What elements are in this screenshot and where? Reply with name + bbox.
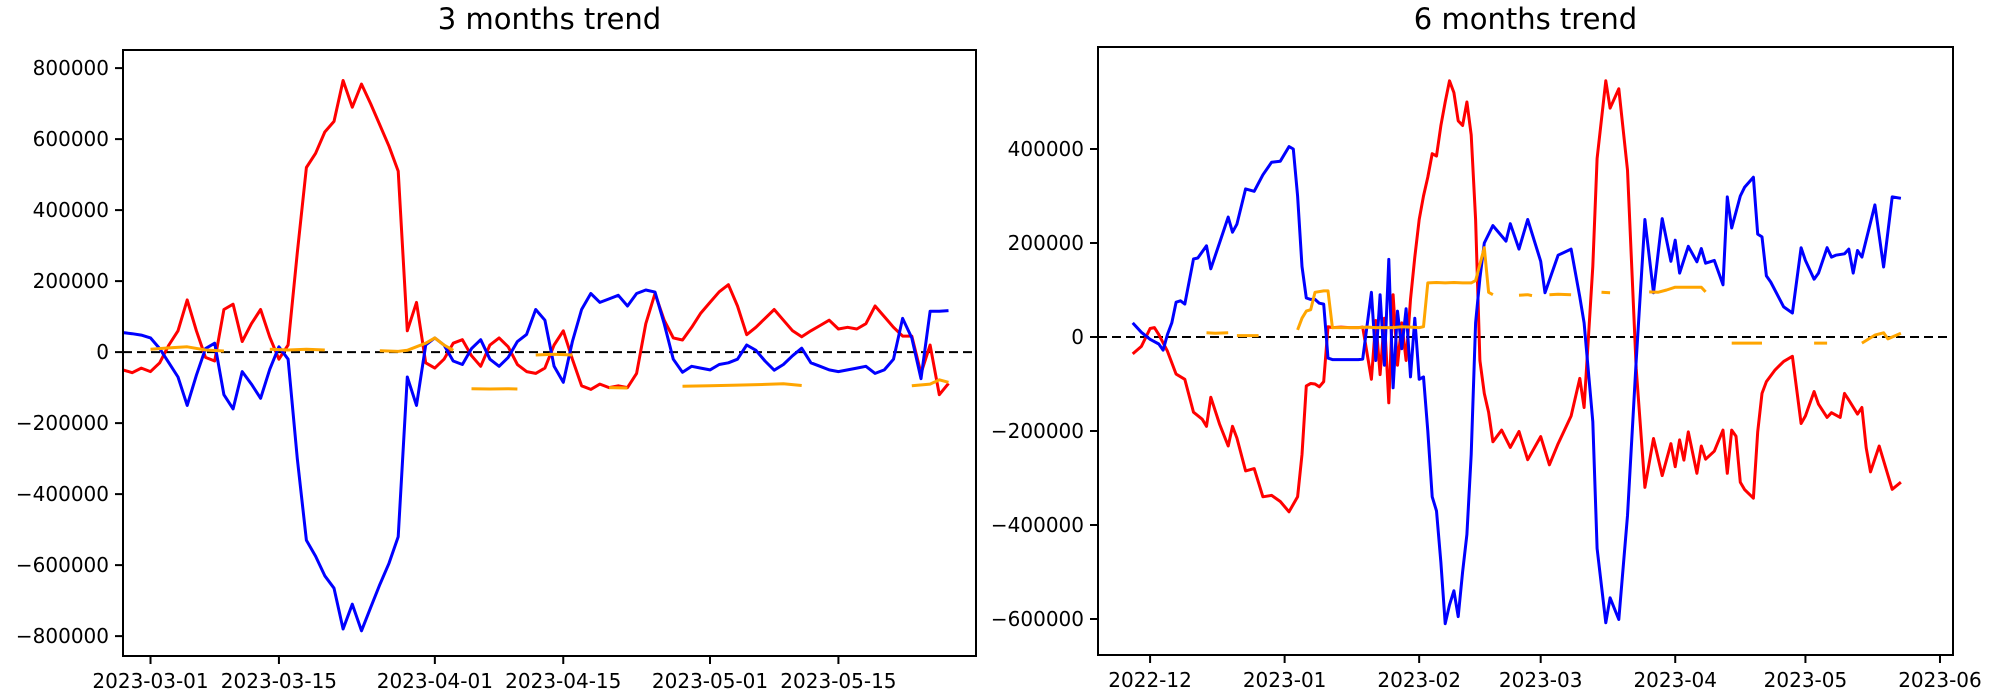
red-line xyxy=(123,79,950,397)
x-tick-label: 2023-04-01 xyxy=(377,669,493,693)
y-tick-label: 200000 xyxy=(1008,231,1084,255)
y-tick-label: −400000 xyxy=(16,482,109,506)
blue-line xyxy=(1131,145,1902,626)
y-tick-label: 400000 xyxy=(1008,137,1084,161)
x-tick-label: 2023-02 xyxy=(1377,668,1461,692)
x-tick-label: 2022-12 xyxy=(1108,668,1192,692)
x-tick-label: 2023-06 xyxy=(1898,668,1982,692)
orange-line xyxy=(1206,246,1902,345)
red-line xyxy=(1131,79,1902,514)
y-tick-label: −600000 xyxy=(991,607,1084,631)
y-tick-label: 400000 xyxy=(33,198,109,222)
y-tick-label: 600000 xyxy=(33,127,109,151)
y-tick-label: 0 xyxy=(96,340,109,364)
y-tick-label: −800000 xyxy=(16,624,109,648)
x-tick-label: 2023-05 xyxy=(1764,668,1848,692)
x-tick-label: 2023-03-15 xyxy=(221,669,337,693)
x-tick-label: 2023-01 xyxy=(1243,668,1327,692)
x-tick-label: 2023-05-15 xyxy=(780,669,896,693)
x-tick-label: 2023-04 xyxy=(1633,668,1717,692)
y-tick-label: −200000 xyxy=(991,419,1084,443)
y-tick-label: 0 xyxy=(1071,325,1084,349)
chart-title-6-months: 6 months trend xyxy=(1413,2,1638,36)
y-tick-label: 800000 xyxy=(33,56,109,80)
y-tick-label: −400000 xyxy=(991,513,1084,537)
blue-line xyxy=(123,288,949,633)
x-tick-label: 2023-05-01 xyxy=(652,669,768,693)
axes-spines xyxy=(1097,46,1954,656)
chart-title-3-months: 3 months trend xyxy=(437,2,662,36)
y-tick-label: −200000 xyxy=(16,411,109,435)
x-tick-label: 2023-03 xyxy=(1499,668,1583,692)
orange-line xyxy=(150,336,949,391)
x-tick-label: 2023-04-15 xyxy=(505,669,621,693)
x-tick-label: 2023-03-01 xyxy=(92,669,208,693)
y-tick-label: −600000 xyxy=(16,553,109,577)
y-tick-label: 200000 xyxy=(33,269,109,293)
